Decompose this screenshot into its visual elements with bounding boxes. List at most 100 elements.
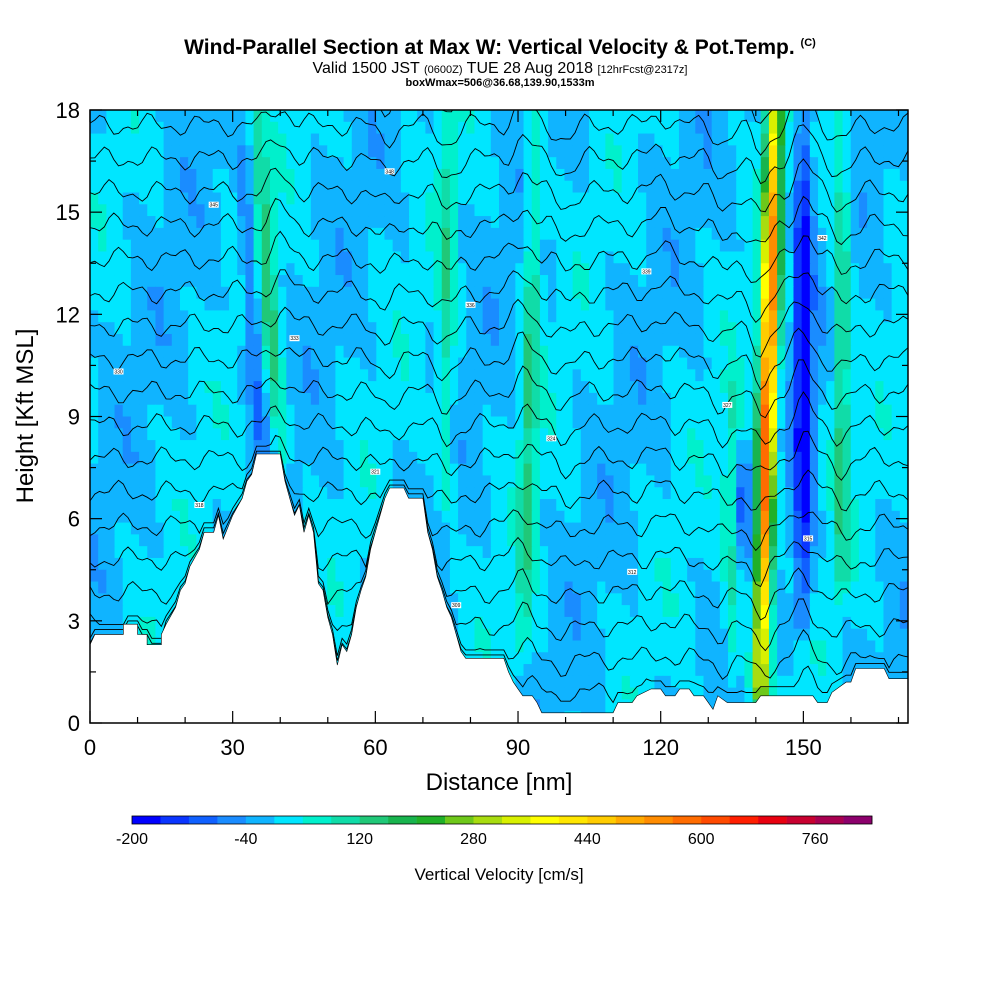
velocity-cell <box>515 652 525 665</box>
velocity-cell <box>539 510 549 524</box>
velocity-cell <box>662 463 672 477</box>
velocity-cell <box>122 416 132 429</box>
velocity-cell <box>130 333 140 347</box>
velocity-cell <box>237 310 247 323</box>
velocity-cell <box>842 216 852 229</box>
velocity-cell <box>253 133 263 146</box>
velocity-cell <box>768 345 778 359</box>
velocity-cell <box>858 416 868 429</box>
velocity-cell <box>237 275 247 288</box>
velocity-cell <box>392 428 402 441</box>
velocity-cell <box>171 204 181 217</box>
velocity-cell <box>425 475 435 488</box>
velocity-cell <box>302 322 312 335</box>
velocity-cell <box>662 675 672 689</box>
velocity-cell <box>482 333 492 347</box>
velocity-cell <box>425 121 435 135</box>
velocity-cell <box>286 322 296 335</box>
velocity-cell <box>858 110 868 123</box>
velocity-cell <box>539 628 549 642</box>
velocity-cell <box>400 275 410 288</box>
velocity-cell <box>531 157 541 170</box>
velocity-cell <box>564 499 574 512</box>
velocity-cell <box>801 216 811 229</box>
velocity-cell <box>507 121 516 135</box>
velocity-cell <box>261 263 271 276</box>
velocity-cell <box>719 640 729 653</box>
velocity-cell <box>572 239 582 253</box>
velocity-cell <box>580 581 590 594</box>
velocity-cell <box>490 298 500 312</box>
velocity-cell <box>376 121 386 135</box>
velocity-cell <box>711 310 721 323</box>
velocity-cell <box>768 652 778 665</box>
velocity-cell <box>261 204 271 217</box>
velocity-cell <box>449 286 459 300</box>
velocity-cell <box>130 286 140 300</box>
velocity-cell <box>597 428 606 441</box>
velocity-cell <box>785 192 795 205</box>
velocity-cell <box>335 593 345 606</box>
velocity-cell <box>114 180 124 194</box>
velocity-cell <box>719 157 729 170</box>
velocity-cell <box>474 404 484 418</box>
velocity-cell <box>744 133 754 146</box>
velocity-cell <box>261 121 271 135</box>
velocity-cell <box>507 428 516 441</box>
velocity-cell <box>122 546 132 559</box>
velocity-cell <box>867 652 876 665</box>
velocity-cell <box>613 664 623 677</box>
velocity-cell <box>548 275 557 288</box>
velocity-cell <box>179 275 189 288</box>
velocity-cell <box>466 192 476 205</box>
velocity-cell <box>319 322 328 335</box>
velocity-cell <box>310 440 320 453</box>
velocity-cell <box>90 239 99 253</box>
velocity-cell <box>801 298 811 312</box>
velocity-cell <box>229 110 238 123</box>
velocity-cell <box>499 121 508 135</box>
velocity-cell <box>867 581 876 594</box>
velocity-cell <box>376 263 386 276</box>
velocity-cell <box>629 416 639 429</box>
velocity-cell <box>98 428 107 441</box>
velocity-cell <box>760 239 770 253</box>
velocity-cell <box>319 369 328 382</box>
velocity-cell <box>867 110 876 123</box>
velocity-cell <box>188 310 197 323</box>
velocity-cell <box>449 534 459 547</box>
velocity-cell <box>98 404 107 418</box>
velocity-cell <box>654 227 664 241</box>
velocity-cell <box>891 569 901 583</box>
velocity-cell <box>400 381 410 394</box>
velocity-cell <box>678 263 688 276</box>
velocity-cell <box>768 499 778 512</box>
velocity-cell <box>695 510 705 524</box>
velocity-cell <box>237 298 247 312</box>
velocity-cell <box>106 605 116 618</box>
velocity-cell <box>687 593 696 606</box>
velocity-cell <box>212 369 222 382</box>
velocity-cell <box>359 121 369 135</box>
velocity-cell <box>294 416 304 429</box>
velocity-cell <box>122 239 132 253</box>
velocity-cell <box>687 298 696 312</box>
velocity-cell <box>564 251 574 264</box>
velocity-cell <box>147 216 157 229</box>
velocity-cell <box>368 392 377 406</box>
velocity-cell <box>867 440 876 453</box>
velocity-cell <box>204 510 214 524</box>
velocity-cell <box>351 510 361 524</box>
velocity-cell <box>335 204 345 217</box>
velocity-cell <box>188 333 197 347</box>
velocity-cell <box>294 310 304 323</box>
velocity-cell <box>220 440 230 453</box>
velocity-cell <box>539 157 549 170</box>
velocity-cell <box>302 451 312 465</box>
velocity-cell <box>572 451 582 465</box>
velocity-cell <box>826 333 835 347</box>
velocity-cell <box>441 216 451 229</box>
velocity-cell <box>719 121 729 135</box>
velocity-cell <box>499 593 508 606</box>
velocity-cell <box>474 121 484 135</box>
